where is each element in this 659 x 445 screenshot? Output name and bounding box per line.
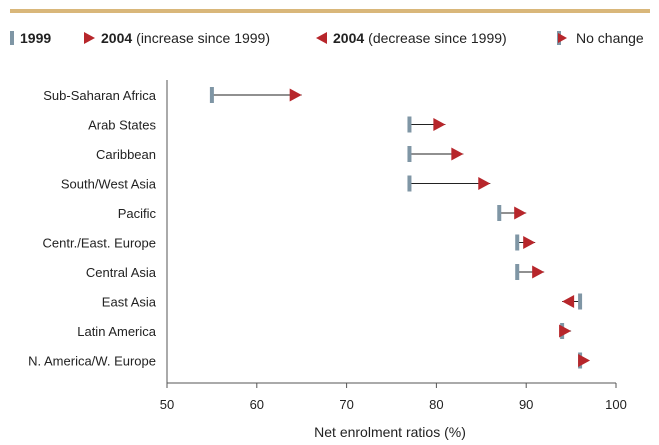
marker-2004	[478, 177, 491, 190]
x-tick-label: 70	[339, 397, 353, 412]
category-label: South/West Asia	[61, 177, 157, 192]
category-label: Central Asia	[86, 265, 157, 280]
chart-row: Caribbean	[96, 146, 464, 162]
legend-increase-triangle-icon	[84, 32, 95, 44]
marker-1999	[578, 293, 583, 310]
marker-2004	[578, 354, 591, 367]
marker-2004	[532, 265, 545, 279]
marker-1999	[407, 175, 412, 192]
chart-row: Sub-Saharan Africa	[43, 87, 302, 103]
x-axis-label: Net enrolment ratios (%)	[314, 424, 466, 440]
legend-item-nochange: No change	[554, 28, 644, 48]
chart-row: N. America/W. Europe	[28, 352, 591, 369]
category-label: Centr./East. Europe	[43, 236, 156, 251]
chart-row: East Asia	[102, 293, 583, 310]
category-label: Pacific	[118, 206, 157, 221]
x-tick-label: 90	[519, 397, 533, 412]
category-label: East Asia	[102, 295, 157, 310]
marker-1999	[407, 116, 412, 133]
marker-2004	[559, 324, 572, 338]
category-label: Caribbean	[96, 147, 156, 162]
marker-1999	[407, 146, 412, 162]
legend-increase-year: 2004	[101, 30, 133, 46]
chart-row: South/West Asia	[61, 175, 491, 192]
chart-row: Central Asia	[86, 264, 545, 280]
category-label: N. America/W. Europe	[28, 354, 156, 369]
marker-1999	[209, 87, 214, 103]
x-tick-label: 80	[429, 397, 443, 412]
chart-row: Centr./East. Europe	[43, 234, 536, 251]
legend-decrease-label: (decrease since 1999)	[368, 30, 507, 46]
legend-increase-label: (increase since 1999)	[136, 30, 271, 46]
category-label: Sub-Saharan Africa	[43, 88, 157, 103]
chart-row: Latin America	[77, 323, 572, 339]
legend-item-decrease: 2004 (decrease since 1999)	[316, 28, 507, 48]
chart-row: Pacific	[118, 205, 527, 221]
marker-2004	[562, 295, 575, 308]
x-tick-label: 50	[160, 397, 174, 412]
legend-item-increase: 2004 (increase since 1999)	[84, 28, 270, 48]
legend-nochange-label: No change	[576, 30, 644, 46]
marker-2004	[433, 118, 446, 131]
legend-nochange-icon	[554, 31, 568, 45]
legend-decrease-year: 2004	[333, 30, 365, 46]
top-rule	[10, 9, 650, 13]
marker-2004	[514, 206, 527, 220]
legend-decrease-triangle-icon	[316, 32, 327, 44]
category-label: Latin America	[77, 324, 157, 339]
chart-row: Arab States	[88, 116, 446, 133]
x-tick-label: 100	[605, 397, 627, 412]
marker-2004	[523, 236, 536, 249]
marker-1999	[515, 234, 520, 251]
legend: 1999 2004 (increase since 1999) 2004 (de…	[10, 28, 655, 48]
marker-2004	[289, 88, 302, 102]
axes: 50 60 70 80 90 100	[160, 80, 627, 412]
marker-1999	[497, 205, 502, 221]
marker-2004	[451, 147, 464, 161]
chart-rows: Sub-Saharan Africa Arab States Caribbean So…	[28, 87, 591, 369]
legend-1999-bar-icon	[10, 31, 14, 45]
marker-1999	[515, 264, 520, 280]
x-tick-label: 60	[250, 397, 264, 412]
legend-item-1999: 1999	[10, 28, 51, 48]
category-label: Arab States	[88, 118, 156, 133]
legend-1999-label: 1999	[20, 30, 52, 46]
